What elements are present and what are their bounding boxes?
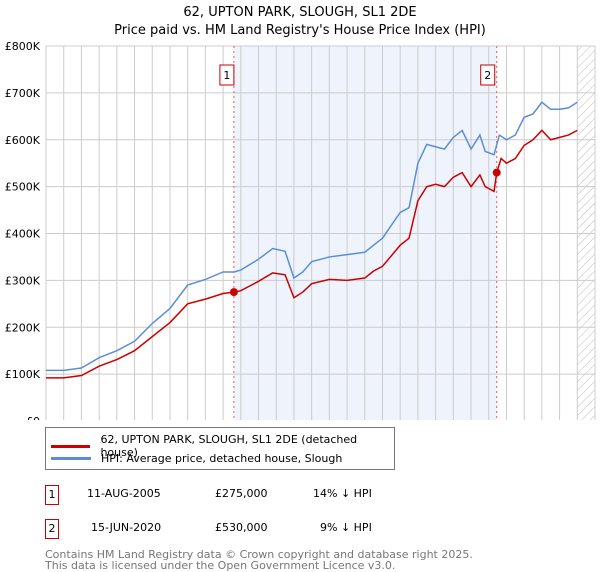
transaction-row: 2 15-JUN-2020 £530,000 9% ↓ HPI [45, 519, 445, 539]
footer: Contains HM Land Registry data © Crown c… [45, 549, 473, 571]
price-chart: 1995199619971998199920002001200220032004… [5, 40, 596, 420]
legend-label: 62, UPTON PARK, SLOUGH, SL1 2DE (detache… [100, 433, 358, 459]
hpi-line [46, 101, 578, 372]
y-tick-label: £0 [26, 415, 40, 420]
subtitle: Price paid vs. HM Land Registry's House … [114, 23, 486, 38]
property-price-line [46, 129, 578, 379]
transaction-hpi: 9% ↓ HPI [320, 521, 372, 534]
transaction-date: 11-AUG-2005 [87, 487, 161, 500]
sale-label-box [480, 64, 496, 86]
legend: 62, UPTON PARK, SLOUGH, SL1 2DE (detache… [45, 427, 395, 470]
transaction-price: £530,000 [215, 521, 268, 534]
footer-copyright: Contains HM Land Registry data © Crown c… [45, 548, 473, 561]
transaction-hpi: 14% ↓ HPI [313, 487, 372, 500]
y-tick-label: £400K [5, 228, 41, 241]
marker-badge: 2 [45, 519, 59, 539]
y-tick-label: £800K [5, 40, 41, 53]
legend-swatch [51, 444, 91, 448]
y-tick-label: £300K [5, 274, 41, 287]
title: 62, UPTON PARK, SLOUGH, SL1 2DE [183, 5, 417, 20]
transaction-date: 15-JUN-2020 [91, 521, 162, 534]
y-tick-label: £600K [5, 134, 41, 147]
y-tick-label: £200K [5, 321, 41, 334]
sale-label: 1 [223, 69, 230, 82]
sale-label-box [219, 64, 235, 86]
transaction-price: £275,000 [215, 487, 268, 500]
sale-point [492, 168, 501, 177]
legend-item-hpi: HPI: Average price, detached house, Slou… [51, 452, 342, 465]
sale-point [229, 288, 238, 297]
legend-swatch [51, 457, 91, 460]
y-tick-label: £100K [5, 368, 41, 381]
legend-item-property: 62, UPTON PARK, SLOUGH, SL1 2DE (detache… [51, 433, 394, 459]
chart-title: 62, UPTON PARK, SLOUGH, SL1 2DE Price pa… [0, 4, 600, 40]
legend-label: HPI: Average price, detached house, Slou… [101, 452, 343, 465]
y-tick-label: £700K [5, 87, 41, 100]
footer-licence: This data is licensed under the Open Gov… [45, 559, 396, 572]
sale-label: 2 [484, 69, 491, 82]
y-tick-label: £500K [5, 181, 41, 194]
marker-badge: 1 [45, 485, 59, 505]
transaction-row: 1 11-AUG-2005 £275,000 14% ↓ HPI [45, 485, 445, 505]
